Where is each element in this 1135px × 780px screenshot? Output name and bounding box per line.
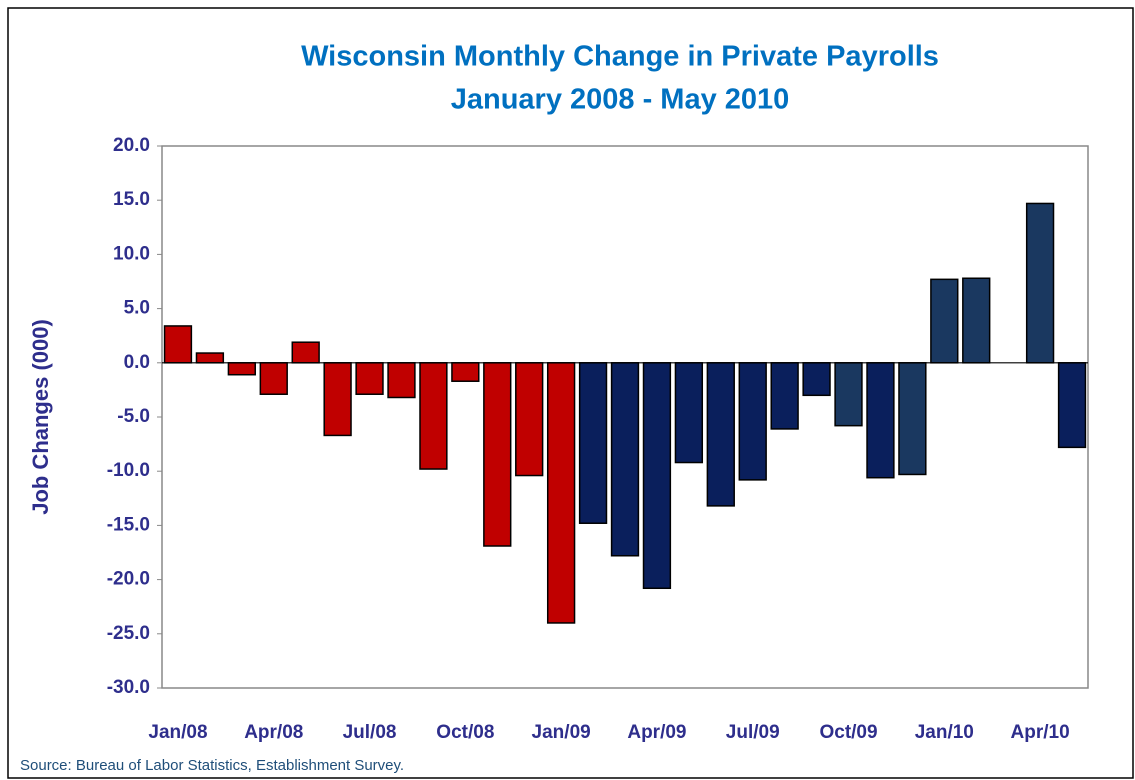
y-tick-label: -5.0 bbox=[117, 406, 150, 427]
y-tick-label: 20.0 bbox=[113, 135, 150, 156]
y-tick-label: 0.0 bbox=[124, 352, 150, 373]
bar bbox=[802, 362, 831, 397]
bar bbox=[227, 362, 256, 376]
bar bbox=[898, 362, 927, 476]
bar bbox=[1057, 362, 1087, 449]
y-tick-label: -15.0 bbox=[107, 514, 150, 535]
bar bbox=[483, 362, 512, 547]
x-tick-label: Oct/08 bbox=[436, 722, 494, 743]
x-tick-label: Apr/10 bbox=[1011, 722, 1070, 743]
bar bbox=[770, 362, 799, 430]
bar bbox=[259, 362, 288, 395]
y-tick-label: 10.0 bbox=[113, 243, 150, 264]
bar bbox=[515, 362, 544, 477]
y-tick-label: -20.0 bbox=[107, 569, 150, 590]
bar bbox=[962, 277, 991, 364]
y-axis-label: Job Changes (000) bbox=[28, 319, 53, 515]
bar bbox=[163, 325, 193, 364]
bar bbox=[706, 362, 735, 507]
bar bbox=[451, 362, 480, 382]
bar bbox=[930, 278, 959, 364]
y-tick-label: -10.0 bbox=[107, 460, 150, 481]
y-tick-label: 15.0 bbox=[113, 189, 150, 210]
y-tick-label: -30.0 bbox=[107, 677, 150, 698]
bar bbox=[546, 362, 576, 624]
x-tick-label: Apr/09 bbox=[627, 722, 686, 743]
x-tick-label: Jan/09 bbox=[532, 722, 591, 743]
y-tick-label: 5.0 bbox=[124, 298, 150, 319]
bar bbox=[834, 362, 863, 427]
bar bbox=[610, 362, 640, 557]
chart-title: Wisconsin Monthly Change in Private Payr… bbox=[301, 41, 939, 73]
x-tick-label: Jul/08 bbox=[343, 722, 397, 743]
bar bbox=[642, 362, 672, 590]
x-tick-label: Oct/09 bbox=[819, 722, 877, 743]
bar bbox=[323, 362, 352, 437]
x-tick-label: Apr/08 bbox=[244, 722, 303, 743]
bar bbox=[387, 362, 416, 399]
bar bbox=[578, 362, 608, 524]
bar bbox=[866, 362, 895, 479]
bar bbox=[674, 362, 704, 464]
x-tick-label: Jan/10 bbox=[915, 722, 974, 743]
chart-subtitle: January 2008 - May 2010 bbox=[451, 84, 790, 116]
y-tick-label: -25.0 bbox=[107, 623, 150, 644]
bar bbox=[195, 352, 225, 364]
bar bbox=[419, 362, 448, 470]
x-tick-label: Jul/09 bbox=[726, 722, 780, 743]
source-note: Source: Bureau of Labor Statistics, Esta… bbox=[20, 757, 404, 774]
x-tick-label: Jan/08 bbox=[148, 722, 207, 743]
bar bbox=[738, 362, 767, 481]
bar bbox=[291, 341, 320, 364]
bar bbox=[1025, 202, 1055, 364]
bar bbox=[355, 362, 384, 395]
